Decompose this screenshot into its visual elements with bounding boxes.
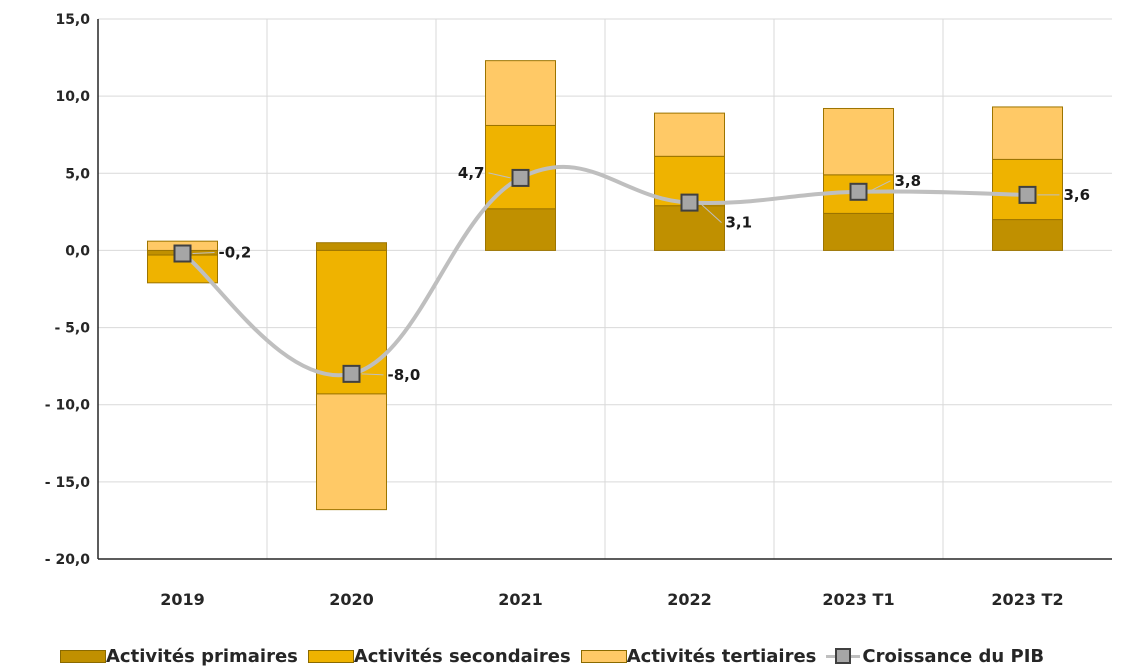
- gdp-data-label: -8,0: [388, 366, 421, 384]
- y-tick-label: 10,0: [55, 89, 90, 105]
- data-label-leader: [361, 373, 384, 376]
- bars: [147, 60, 1063, 511]
- x-tick-label: 2023 T1: [822, 590, 894, 609]
- gdp-marker: [511, 168, 530, 187]
- x-tick-label: 2021: [498, 590, 543, 609]
- gdp-marker: [849, 182, 868, 201]
- gdp-marker: [342, 364, 361, 383]
- gdp-marker: [1018, 185, 1037, 204]
- legend-line-marker-icon: [826, 648, 861, 664]
- data-label-leader: [699, 202, 722, 223]
- legend: Activités primaires Activités secondaire…: [60, 644, 1054, 668]
- gdp-data-label: 3,8: [895, 172, 922, 190]
- y-tick-label: 15,0: [55, 12, 90, 28]
- grid-lines: [98, 18, 1112, 559]
- y-tick-label: 0,0: [65, 243, 90, 259]
- legend-item-tertiary: Activités tertiaires: [580, 645, 817, 667]
- legend-label-tertiary: Activités tertiaires: [626, 645, 817, 667]
- bar-segment: [654, 112, 725, 157]
- legend-label-primary: Activités primaires: [106, 645, 298, 667]
- bar-segment: [992, 106, 1063, 160]
- legend-item-gdp: Croissance du PIB: [826, 646, 1044, 667]
- legend-swatch-secondary: [307, 649, 354, 663]
- bar-segment: [823, 212, 894, 251]
- gdp-marker: [173, 244, 192, 263]
- legend-swatch-primary: [60, 649, 106, 663]
- labels: 15,0 10,0 5,0 0,0 - 5,0 - 10,0 - 15,0 - 20,0 201…: [45, 12, 1090, 609]
- x-tick-label: 2023 T2: [991, 590, 1063, 609]
- axes: [97, 19, 1112, 560]
- bar-segment: [485, 208, 556, 251]
- bar-segment: [823, 107, 894, 176]
- bar-segment: [316, 242, 387, 251]
- gdp-data-label: -0,2: [219, 244, 252, 262]
- bar-segment: [485, 60, 556, 126]
- legend-label-secondary: Activités secondaires: [353, 645, 571, 667]
- gdp-data-label: 3,6: [1064, 186, 1091, 204]
- data-label-leader: [488, 172, 511, 179]
- y-tick-label: - 20,0: [45, 552, 90, 568]
- bar-segment: [316, 393, 387, 511]
- bar-segment: [992, 219, 1063, 251]
- chart: 15,0 10,0 5,0 0,0 - 5,0 - 10,0 - 15,0 - 20,0 201…: [45, 12, 1112, 609]
- x-tick-label: 2020: [329, 590, 374, 609]
- growth-line: [173, 165, 1060, 383]
- legend-item-secondary: Activités secondaires: [307, 645, 571, 667]
- legend-item-primary: Activités primaires: [60, 646, 298, 667]
- legend-swatch-tertiary: [580, 649, 627, 663]
- gdp-data-label: 4,7: [458, 164, 485, 182]
- y-tick-label: - 10,0: [45, 398, 90, 414]
- data-label-leader: [192, 252, 215, 255]
- bar-segment: [654, 205, 725, 251]
- gdp-data-label: 3,1: [726, 214, 753, 232]
- y-tick-label: 5,0: [65, 166, 90, 182]
- y-tick-label: - 15,0: [45, 475, 90, 491]
- data-label-leader: [868, 180, 891, 193]
- y-tick-label: - 5,0: [55, 321, 91, 337]
- gdp-marker: [680, 193, 699, 212]
- x-tick-label: 2022: [667, 590, 712, 609]
- x-tick-label: 2019: [160, 590, 205, 609]
- legend-label-gdp: Croissance du PIB: [862, 645, 1045, 667]
